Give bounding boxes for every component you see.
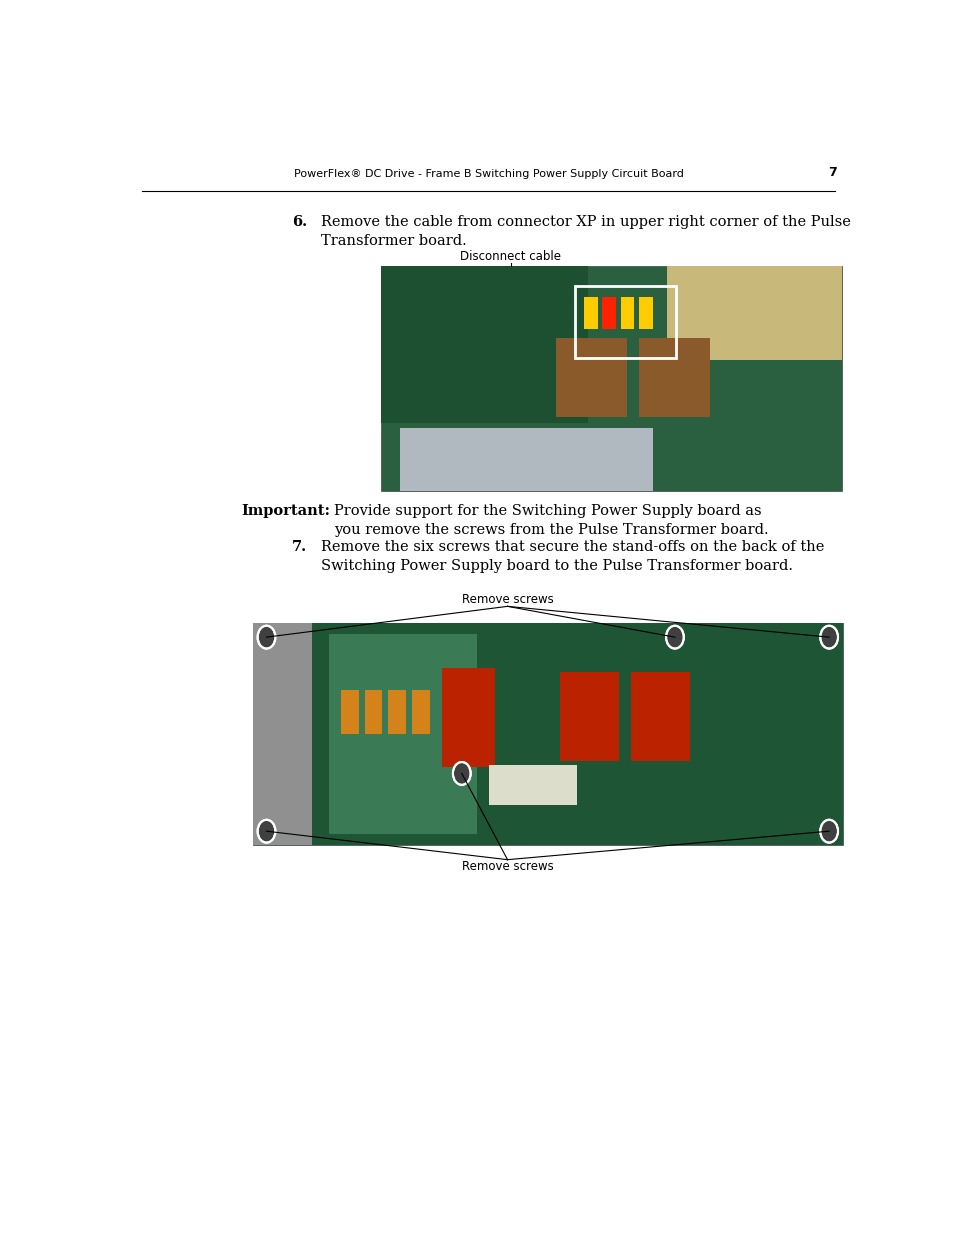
Bar: [341, 690, 358, 734]
Text: Important:: Important:: [241, 504, 330, 517]
Bar: [329, 635, 476, 834]
Bar: [639, 338, 710, 416]
Bar: [399, 427, 652, 490]
Bar: [601, 298, 616, 329]
Text: 7.: 7.: [292, 540, 307, 555]
Text: 7: 7: [827, 165, 836, 179]
Text: PowerFlex® DC Drive - Frame B Switching Power Supply Circuit Board: PowerFlex® DC Drive - Frame B Switching …: [294, 169, 683, 179]
Bar: [388, 690, 406, 734]
Bar: [253, 624, 842, 845]
Bar: [488, 766, 577, 805]
Text: 6.: 6.: [292, 215, 307, 230]
Bar: [666, 266, 841, 361]
Circle shape: [453, 762, 470, 785]
Bar: [639, 298, 652, 329]
Circle shape: [257, 626, 275, 648]
Bar: [381, 266, 588, 424]
Circle shape: [257, 820, 275, 842]
Bar: [559, 672, 618, 761]
Bar: [630, 672, 689, 761]
Bar: [412, 690, 429, 734]
Text: Remove the six screws that secure the stand-offs on the back of the
Switching Po: Remove the six screws that secure the st…: [320, 540, 823, 573]
Circle shape: [820, 626, 837, 648]
Bar: [253, 624, 312, 845]
Circle shape: [665, 626, 683, 648]
Bar: [312, 624, 842, 845]
Text: Remove screws: Remove screws: [461, 593, 553, 606]
Text: Provide support for the Switching Power Supply board as
you remove the screws fr: Provide support for the Switching Power …: [334, 504, 767, 537]
Text: Remove screws: Remove screws: [461, 860, 553, 873]
Bar: [574, 287, 675, 358]
Bar: [441, 668, 495, 767]
Bar: [364, 690, 382, 734]
Bar: [620, 298, 634, 329]
Circle shape: [820, 820, 837, 842]
Bar: [556, 338, 627, 416]
Bar: [583, 298, 597, 329]
Bar: [381, 266, 841, 490]
Text: Disconnect cable: Disconnect cable: [459, 249, 560, 263]
Text: Remove the cable from connector XP in upper right corner of the Pulse
Transforme: Remove the cable from connector XP in up…: [320, 215, 850, 247]
